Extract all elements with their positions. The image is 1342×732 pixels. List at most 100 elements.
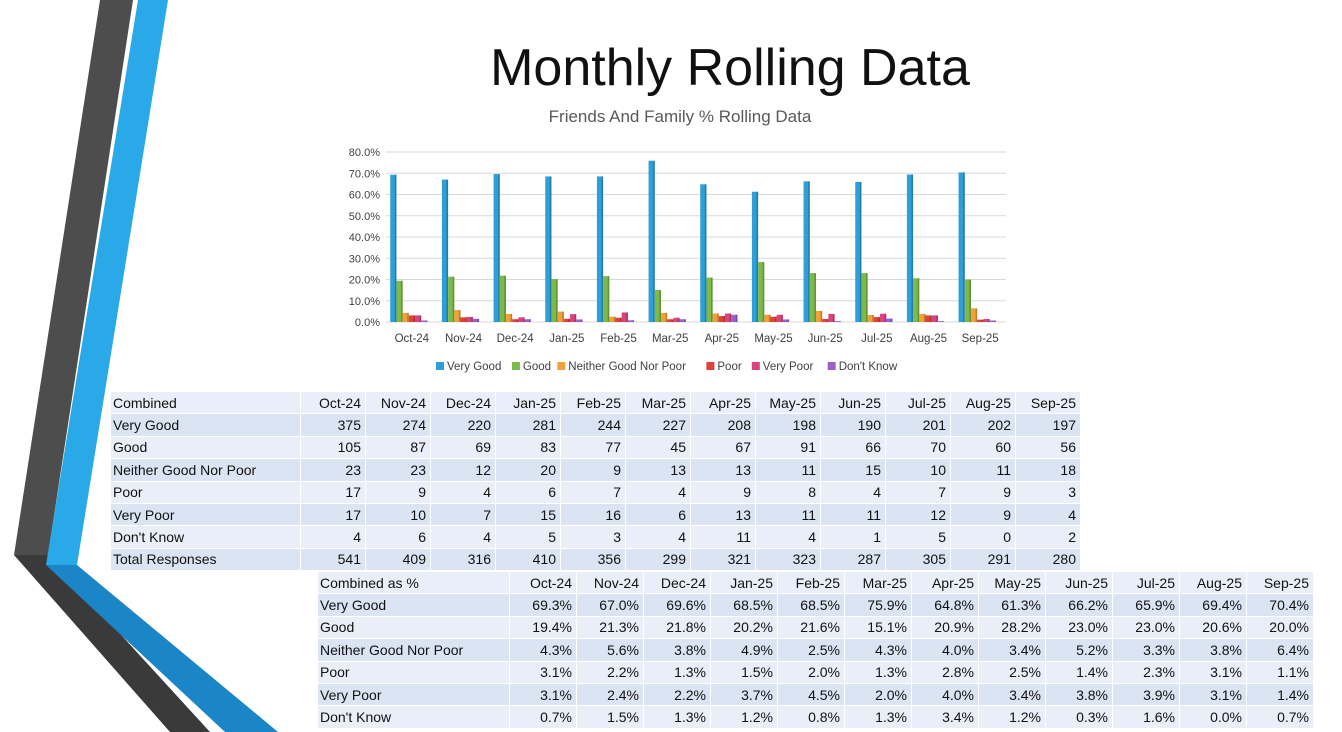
table-cell: 105	[300, 436, 366, 460]
bar-shade	[808, 181, 810, 322]
table-cell: 6	[495, 481, 561, 504]
blue-stripe-upper	[46, 0, 168, 565]
table-cell: 66	[820, 436, 886, 460]
table-cell: 5	[495, 525, 561, 549]
bar-shade	[477, 318, 480, 322]
table-cell: 208	[690, 413, 756, 437]
bar-shade	[735, 314, 738, 322]
bar	[609, 316, 616, 322]
bar-shade	[529, 319, 531, 322]
bar	[408, 315, 416, 322]
bar	[660, 312, 668, 322]
table-cell: 1.5%	[710, 661, 778, 684]
table-cell: 13	[690, 458, 756, 482]
bar-shade	[775, 316, 777, 322]
table-cell: 0.0%	[1179, 705, 1247, 729]
table-cell: 15.1%	[844, 616, 912, 640]
table-cell: 15	[820, 458, 886, 482]
table-cell: 323	[755, 548, 821, 572]
table-cell: 1.4%	[1045, 661, 1113, 684]
legend-swatch	[706, 362, 715, 370]
bar	[983, 319, 990, 322]
table-cell: 2.0%	[844, 683, 912, 707]
bar-shade	[820, 310, 823, 322]
row-label: Very Poor	[318, 683, 510, 707]
bar	[596, 176, 604, 322]
table-cell: 9	[690, 481, 756, 504]
y-tick-label: 10.0%	[349, 296, 380, 308]
bar-shade	[930, 315, 932, 322]
table-cell: 21.6%	[777, 616, 845, 640]
table-cell: 3.8%	[643, 638, 711, 662]
legend-swatch	[511, 362, 520, 370]
bar-shade	[504, 275, 506, 322]
table-cell: 69.6%	[643, 593, 711, 617]
bar	[977, 319, 984, 322]
table-cell: 21.8%	[643, 616, 711, 640]
bar	[673, 317, 680, 322]
table-cell: 4.9%	[710, 638, 778, 662]
bar-shade	[556, 279, 558, 322]
table-cell: 2.8%	[911, 661, 979, 684]
bar	[886, 318, 893, 322]
table-row: Poor 3.1% 2.2% 1.3% 1.5% 2.0% 1.3% 2.8% 2.5% 1.4%…	[318, 661, 1314, 684]
table-cell: 5.6%	[576, 638, 644, 662]
x-tick-label: Sep-25	[962, 333, 999, 345]
bar	[834, 321, 841, 322]
bar-shade	[969, 279, 971, 322]
page-title: Monthly Rolling Data	[490, 39, 970, 97]
table-cell: 75.9%	[844, 593, 912, 617]
x-tick-label: Mar-25	[652, 333, 688, 345]
table-header-month: Feb-25	[560, 392, 626, 415]
row-label: Neither Good Nor Poor	[111, 458, 301, 482]
bar	[970, 308, 978, 322]
bar	[570, 314, 577, 322]
bar-shade	[859, 181, 862, 322]
table-cell: 274	[365, 413, 431, 437]
table-cell: 7	[560, 481, 626, 504]
bar	[512, 319, 519, 322]
bar-shade	[826, 319, 829, 322]
bar-shade	[516, 319, 519, 322]
bar	[964, 279, 971, 322]
bar-shade	[975, 308, 978, 322]
bar	[758, 262, 765, 322]
table-cell: 1.3%	[844, 661, 912, 684]
table-cell: 11	[820, 503, 886, 527]
table-cell: 2.5%	[777, 638, 845, 662]
table-cell: 3.7%	[710, 683, 778, 707]
bar-shade	[762, 262, 765, 322]
table-cell: 12	[885, 503, 951, 527]
bar	[751, 191, 759, 322]
bar	[390, 174, 397, 322]
bar-shade	[458, 310, 461, 322]
x-tick-label: Feb-25	[600, 333, 636, 345]
table-cell: 7	[430, 503, 496, 527]
bar	[524, 319, 531, 322]
row-label: Total Responses	[111, 548, 301, 572]
table-cell: 3.4%	[978, 638, 1046, 662]
row-label: Neither Good Nor Poor	[318, 638, 510, 662]
table-cell: 23	[365, 458, 431, 482]
bar-shade	[671, 319, 674, 322]
table-cell: 202	[950, 413, 1016, 437]
table-cell: 18	[1015, 458, 1081, 482]
table-cell: 0.7%	[1246, 705, 1314, 729]
table-cell: 6	[365, 525, 431, 549]
bar-shade	[510, 313, 513, 322]
table-cell: 3.1%	[1179, 661, 1247, 684]
bar-shade	[923, 313, 926, 322]
table-cell: 220	[430, 413, 496, 437]
bar-shade	[787, 319, 790, 322]
table-header-month: Sep-25	[1246, 572, 1314, 595]
bar-shade	[684, 319, 686, 322]
bar	[545, 176, 552, 322]
chart-title: Friends And Family % Rolling Data	[548, 107, 812, 126]
bar	[706, 277, 713, 322]
table-cell: 321	[690, 548, 756, 572]
table-cell: 9	[560, 458, 626, 482]
table-cell: 77	[560, 436, 626, 460]
bar	[615, 317, 622, 322]
bar	[770, 316, 777, 322]
